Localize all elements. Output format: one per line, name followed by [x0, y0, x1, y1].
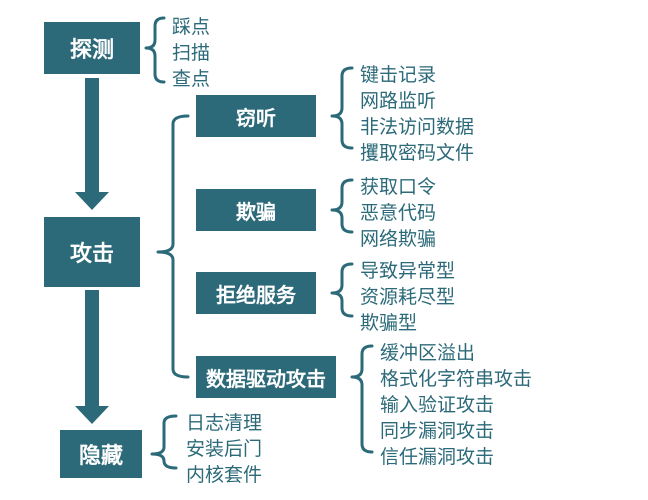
node-eavesdrop-label: 窃听 — [236, 102, 276, 131]
bracket-hide — [152, 416, 176, 468]
leaf-data-driven-3: 同步漏洞攻击 — [380, 416, 494, 443]
arrow-1 — [75, 290, 109, 424]
leaf-dos-1: 资源耗尽型 — [360, 282, 455, 309]
bracket-dos — [332, 264, 352, 316]
leaf-eavesdrop-1: 网路监听 — [360, 86, 436, 113]
leaf-dos-2: 欺骗型 — [360, 308, 417, 335]
leaf-data-driven-0: 缓冲区溢出 — [380, 338, 475, 365]
bracket-detect — [146, 18, 164, 82]
leaf-deceive-2: 网络欺骗 — [360, 224, 436, 251]
root-detect: 探测 — [44, 22, 140, 74]
node-dos: 拒绝服务 — [196, 272, 316, 314]
leaf-detect-0: 踩点 — [172, 12, 210, 39]
leaf-deceive-0: 获取口令 — [360, 172, 436, 199]
node-data-driven-label: 数据驱动攻击 — [206, 363, 326, 392]
root-hide-label: 隐藏 — [79, 438, 123, 470]
leaf-data-driven-4: 信任漏洞攻击 — [380, 442, 494, 469]
leaf-hide-1: 安装后门 — [186, 434, 262, 461]
leaf-hide-2: 内核套件 — [186, 460, 262, 487]
bracket-data-driven — [352, 346, 372, 452]
root-hide: 隐藏 — [60, 430, 142, 478]
leaf-deceive-1: 恶意代码 — [360, 198, 436, 225]
leaf-detect-1: 扫描 — [172, 38, 210, 65]
root-attack-label: 攻击 — [70, 236, 114, 268]
leaf-eavesdrop-0: 键击记录 — [360, 60, 436, 87]
node-deceive: 欺骗 — [196, 189, 316, 231]
bracket-attack-children — [158, 116, 188, 377]
leaf-hide-0: 日志清理 — [186, 408, 262, 435]
leaf-data-driven-1: 格式化字符串攻击 — [380, 364, 532, 391]
root-attack: 攻击 — [44, 217, 140, 287]
leaf-eavesdrop-2: 非法访问数据 — [360, 112, 474, 139]
root-detect-label: 探测 — [70, 32, 114, 64]
bracket-eavesdrop — [332, 68, 352, 148]
node-dos-label: 拒绝服务 — [216, 279, 296, 308]
bracket-deceive — [332, 180, 352, 232]
node-data-driven: 数据驱动攻击 — [196, 356, 336, 398]
leaf-detect-2: 查点 — [172, 64, 210, 91]
leaf-eavesdrop-3: 攫取密码文件 — [360, 138, 474, 165]
node-deceive-label: 欺骗 — [236, 196, 276, 225]
diagram-canvas: 探测 踩点扫描查点攻击 窃听 键击记录网路监听非法访问数据攫取密码文件欺骗 获取口令恶意… — [0, 0, 648, 500]
leaf-dos-0: 导致异常型 — [360, 256, 455, 283]
leaf-data-driven-2: 输入验证攻击 — [380, 390, 494, 417]
node-eavesdrop: 窃听 — [196, 95, 316, 137]
arrow-0 — [75, 78, 109, 210]
